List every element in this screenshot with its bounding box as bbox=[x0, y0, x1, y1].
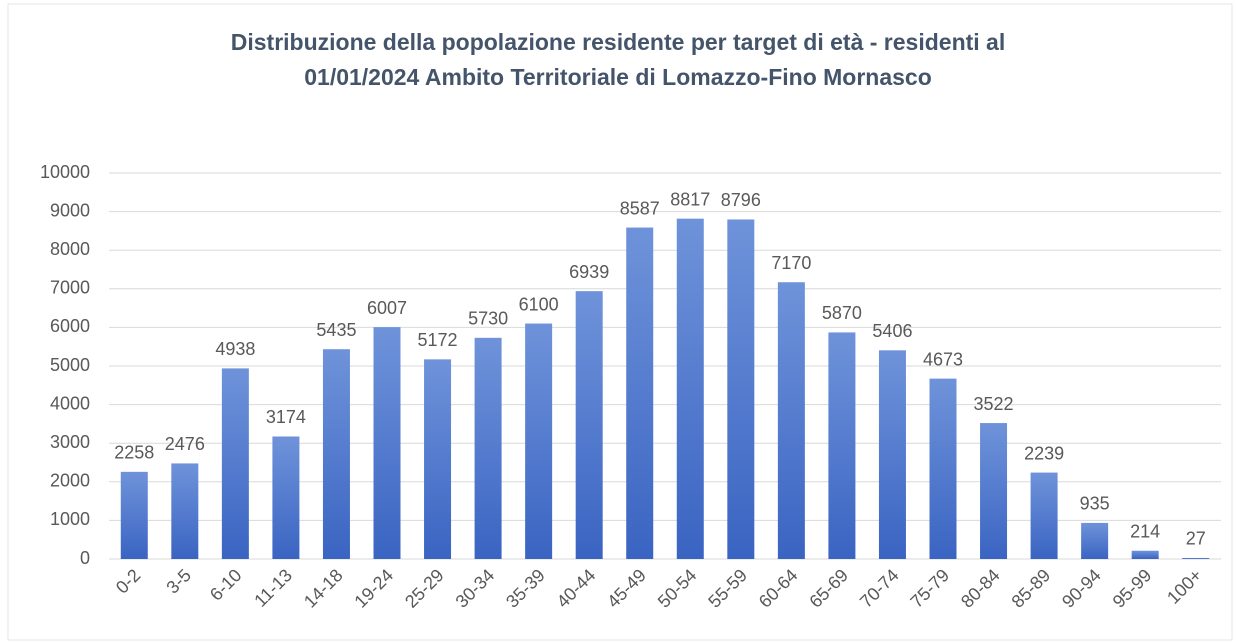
bar bbox=[424, 359, 452, 559]
chart-title: 01/01/2024 Ambito Territoriale di Lomazz… bbox=[304, 64, 932, 90]
data-label: 935 bbox=[1080, 494, 1110, 514]
x-tick-label: 60-64 bbox=[755, 565, 802, 612]
bar bbox=[727, 219, 755, 559]
x-tick-label: 100+ bbox=[1163, 565, 1206, 608]
y-tick-label: 3000 bbox=[50, 432, 90, 452]
x-tick-label: 95-99 bbox=[1109, 565, 1156, 612]
x-tick-label: 30-34 bbox=[452, 565, 499, 612]
x-tick-label: 90-94 bbox=[1058, 565, 1105, 612]
data-label: 5435 bbox=[316, 320, 356, 340]
y-tick-label: 2000 bbox=[50, 471, 90, 491]
bar bbox=[676, 218, 704, 559]
bar bbox=[1182, 557, 1210, 559]
bar bbox=[828, 332, 856, 559]
data-label: 5406 bbox=[872, 321, 912, 341]
x-tick-label: 80-84 bbox=[957, 565, 1004, 612]
x-tick-label: 0-2 bbox=[112, 565, 145, 598]
bar bbox=[272, 436, 300, 559]
data-label: 6100 bbox=[519, 294, 559, 314]
x-tick-label: 50-54 bbox=[654, 565, 701, 612]
x-tick-label: 11-13 bbox=[250, 565, 296, 611]
data-label: 7170 bbox=[771, 253, 811, 273]
bar bbox=[322, 349, 350, 559]
bar bbox=[980, 423, 1008, 559]
data-label: 4938 bbox=[215, 339, 255, 359]
y-tick-label: 7000 bbox=[50, 278, 90, 298]
data-label: 6007 bbox=[367, 298, 407, 318]
data-label: 8587 bbox=[620, 198, 660, 218]
data-label: 8817 bbox=[670, 189, 710, 209]
data-label: 5730 bbox=[468, 309, 508, 329]
data-label: 4673 bbox=[923, 349, 963, 369]
x-tick-label: 55-59 bbox=[704, 565, 751, 612]
x-tick-label: 70-74 bbox=[856, 565, 903, 612]
data-label: 5172 bbox=[418, 330, 458, 350]
chart-title: Distribuzione della popolazione resident… bbox=[231, 29, 1006, 55]
y-tick-label: 5000 bbox=[50, 355, 90, 375]
bar bbox=[777, 282, 805, 559]
data-label: 2476 bbox=[165, 434, 205, 454]
data-label: 2258 bbox=[114, 443, 154, 463]
data-label: 8796 bbox=[721, 190, 761, 210]
x-tick-label: 40-44 bbox=[553, 565, 600, 612]
data-label: 2239 bbox=[1024, 443, 1064, 463]
data-label: 5870 bbox=[822, 303, 862, 323]
x-tick-label: 65-69 bbox=[805, 565, 852, 612]
frame bbox=[7, 3, 1233, 641]
y-tick-label: 10000 bbox=[40, 162, 90, 182]
data-label: 3522 bbox=[974, 394, 1014, 414]
y-tick-label: 1000 bbox=[50, 509, 90, 529]
y-tick-label: 8000 bbox=[50, 239, 90, 259]
x-tick-label: 14-18 bbox=[300, 565, 347, 612]
data-label: 214 bbox=[1130, 521, 1160, 541]
bar bbox=[1030, 472, 1058, 559]
y-tick-label: 4000 bbox=[50, 393, 90, 413]
y-tick-label: 6000 bbox=[50, 316, 90, 336]
y-tick-label: 0 bbox=[80, 548, 90, 568]
bar bbox=[929, 378, 957, 559]
bar bbox=[626, 227, 654, 559]
bar bbox=[373, 327, 401, 559]
y-tick-label: 9000 bbox=[50, 200, 90, 220]
x-tick-label: 25-29 bbox=[401, 565, 448, 612]
bar bbox=[120, 471, 148, 559]
x-tick-label: 35-39 bbox=[502, 565, 549, 612]
bar bbox=[878, 350, 906, 559]
x-tick-label: 19-24 bbox=[350, 565, 397, 612]
bar bbox=[575, 291, 603, 559]
bar bbox=[525, 323, 553, 559]
bar bbox=[171, 463, 199, 559]
data-label: 6939 bbox=[569, 262, 609, 282]
bar bbox=[1131, 550, 1159, 559]
data-label: 27 bbox=[1186, 529, 1206, 549]
x-tick-label: 45-49 bbox=[603, 565, 650, 612]
data-label: 3174 bbox=[266, 407, 306, 427]
x-tick-label: 75-79 bbox=[906, 565, 953, 612]
bar bbox=[221, 368, 249, 559]
bar bbox=[474, 337, 502, 559]
x-tick-label: 6-10 bbox=[206, 565, 246, 605]
x-tick-label: 85-89 bbox=[1008, 565, 1055, 612]
x-tick-label: 3-5 bbox=[162, 565, 195, 598]
bar bbox=[1081, 522, 1109, 559]
